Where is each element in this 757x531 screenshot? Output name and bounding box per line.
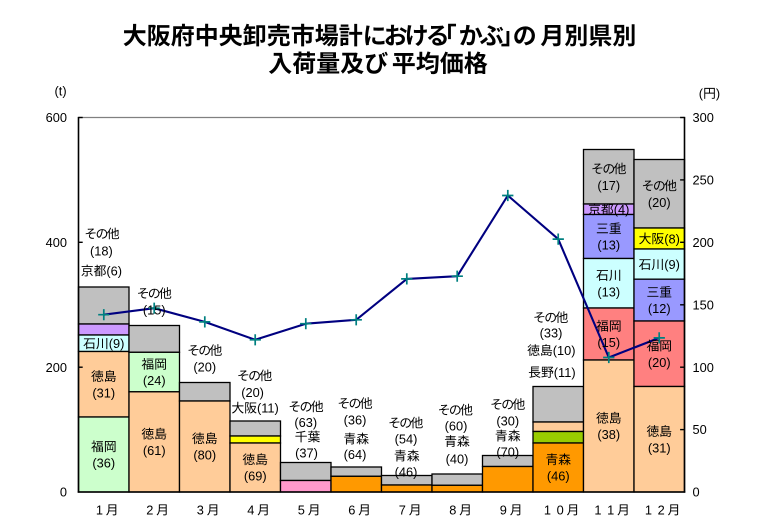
svg-text:600: 600 xyxy=(46,110,67,125)
svg-text:(80): (80) xyxy=(193,448,216,463)
svg-text:(40): (40) xyxy=(446,451,469,466)
svg-text:(36): (36) xyxy=(92,456,115,471)
svg-text:250: 250 xyxy=(693,173,714,188)
svg-text:(t): (t) xyxy=(55,83,67,98)
svg-text:(31): (31) xyxy=(92,385,115,400)
svg-text:6: 6 xyxy=(348,502,355,517)
svg-text:(4): (4) xyxy=(614,202,630,217)
svg-text:4: 4 xyxy=(247,502,254,517)
svg-text:(15): (15) xyxy=(143,302,166,317)
svg-text:(64): (64) xyxy=(344,447,367,462)
svg-text:(54): (54) xyxy=(395,432,418,447)
svg-text:): ) xyxy=(716,86,720,101)
svg-text:400: 400 xyxy=(46,235,67,250)
svg-text:1: 1 xyxy=(645,502,652,517)
svg-text:0: 0 xyxy=(693,485,700,500)
svg-text:8: 8 xyxy=(449,502,456,517)
svg-text:(69): (69) xyxy=(244,469,267,484)
svg-text:(60): (60) xyxy=(445,419,468,434)
svg-text:(6): (6) xyxy=(106,263,122,278)
svg-text:(33): (33) xyxy=(540,325,563,340)
svg-text:(15): (15) xyxy=(597,335,620,350)
svg-text:50: 50 xyxy=(693,422,707,437)
svg-text:0: 0 xyxy=(557,502,564,517)
svg-text:0: 0 xyxy=(60,485,67,500)
svg-text:3: 3 xyxy=(197,502,204,517)
svg-text:(13): (13) xyxy=(597,284,620,299)
svg-text:300: 300 xyxy=(693,110,714,125)
svg-text:9: 9 xyxy=(500,502,507,517)
svg-text:(31): (31) xyxy=(648,440,671,455)
svg-text:(8): (8) xyxy=(664,231,680,246)
svg-text:5: 5 xyxy=(298,502,305,517)
svg-text:(36): (36) xyxy=(344,412,367,427)
svg-text:(70): (70) xyxy=(496,444,519,459)
svg-text:(10): (10) xyxy=(553,343,576,358)
svg-text:(46): (46) xyxy=(547,469,570,484)
svg-text:(13): (13) xyxy=(597,238,620,253)
svg-text:(20): (20) xyxy=(648,355,671,370)
svg-text:(63): (63) xyxy=(294,415,317,430)
svg-text:2: 2 xyxy=(658,502,665,517)
svg-text:(24): (24) xyxy=(143,373,166,388)
svg-text:200: 200 xyxy=(46,360,67,375)
svg-text:150: 150 xyxy=(693,297,714,312)
svg-text:(18): (18) xyxy=(90,243,113,258)
svg-text:(11): (11) xyxy=(554,365,576,380)
svg-text:(30): (30) xyxy=(496,413,519,428)
svg-text:200: 200 xyxy=(693,235,714,250)
svg-text:7: 7 xyxy=(399,502,406,517)
svg-text:(12): (12) xyxy=(648,301,671,316)
svg-text:2: 2 xyxy=(146,502,153,517)
svg-text:1: 1 xyxy=(544,502,551,517)
svg-text:(20): (20) xyxy=(648,195,671,210)
svg-text:(37): (37) xyxy=(295,445,318,460)
svg-text:(11): (11) xyxy=(257,401,279,416)
svg-text:(46): (46) xyxy=(395,465,418,480)
svg-text:(17): (17) xyxy=(597,178,620,193)
svg-text:(20): (20) xyxy=(241,385,264,400)
svg-text:1: 1 xyxy=(96,502,103,517)
svg-text:(9): (9) xyxy=(109,336,125,351)
svg-text:(20): (20) xyxy=(193,359,216,374)
svg-text:1: 1 xyxy=(594,502,601,517)
svg-text:(: ( xyxy=(699,86,704,101)
svg-text:(61): (61) xyxy=(143,443,166,458)
svg-text:(9): (9) xyxy=(664,257,680,272)
svg-text:(38): (38) xyxy=(597,427,620,442)
svg-text:1: 1 xyxy=(607,502,614,517)
svg-text:100: 100 xyxy=(693,360,714,375)
